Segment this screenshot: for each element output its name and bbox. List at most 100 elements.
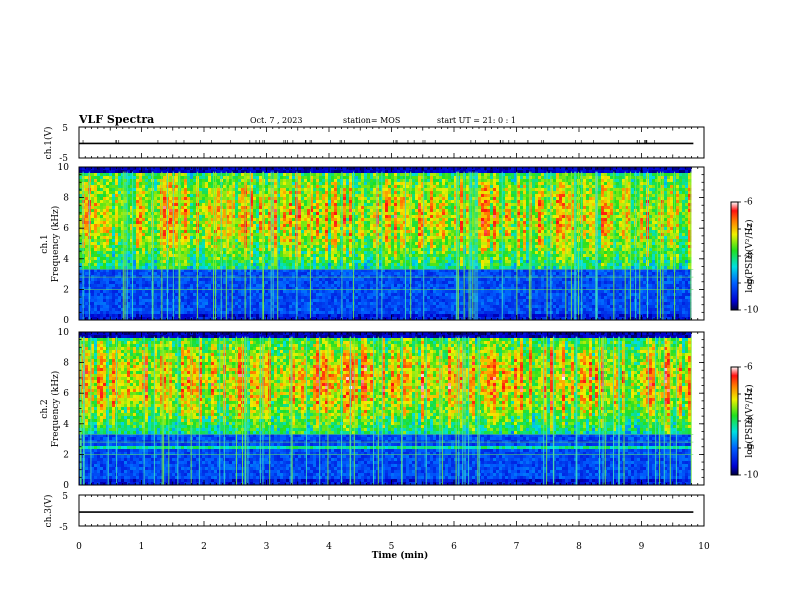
spectrogram-cell	[322, 251, 326, 255]
spectrogram-cell	[322, 206, 326, 210]
spectrogram-cell	[118, 209, 122, 213]
spectrogram-cell	[235, 176, 239, 180]
spectrogram-cell	[235, 245, 239, 249]
spectrogram-cell	[121, 278, 125, 282]
spectrogram-cell	[181, 263, 185, 267]
spectrogram-cell	[157, 296, 161, 300]
spectrogram-cell	[310, 170, 314, 174]
spectrogram-cell	[238, 278, 242, 282]
spectrogram-cell	[319, 275, 323, 279]
spectrogram-cell	[118, 245, 122, 249]
spectrogram-cell	[232, 296, 236, 300]
spectrogram-cell	[253, 197, 257, 201]
spectrogram-cell	[349, 266, 353, 270]
spectrogram-cell	[124, 218, 128, 222]
spectrogram-cell	[103, 296, 107, 300]
spectrogram-cell	[127, 284, 131, 288]
spectrogram-cell	[205, 248, 209, 252]
spectrogram-cell	[145, 245, 149, 249]
spectrogram-cell	[115, 302, 119, 306]
spectrogram-cell	[223, 197, 227, 201]
spectrogram-cell	[190, 215, 194, 219]
spectrogram-cell	[256, 281, 260, 285]
spectrogram-cell	[112, 182, 116, 186]
spectrogram-cell	[301, 197, 305, 201]
spectrogram-cell	[169, 203, 173, 207]
spectrogram-cell	[100, 284, 104, 288]
spectrogram-cell	[247, 275, 251, 279]
spectrogram-cell	[124, 263, 128, 267]
spectrogram-cell	[280, 233, 284, 237]
spectrogram-cell	[250, 170, 254, 174]
spectrogram-cell	[349, 263, 353, 267]
spectrogram-cell	[130, 317, 134, 321]
spectrogram-cell	[289, 251, 293, 255]
spectrogram-cell	[316, 224, 320, 228]
spectrogram-cell	[184, 188, 188, 192]
spectrogram-cell	[106, 299, 110, 303]
spectrogram-cell	[97, 182, 101, 186]
spectrogram-cell	[265, 308, 269, 312]
spectrogram-cell	[85, 221, 89, 225]
spectrogram-cell	[313, 191, 317, 195]
spectrogram-cell	[238, 287, 242, 291]
spectrogram-cell	[136, 230, 140, 234]
spectrogram-cell	[328, 182, 332, 186]
spectrogram-cell	[175, 212, 179, 216]
spectrogram-cell	[235, 215, 239, 219]
spectrogram-cell	[355, 239, 359, 243]
spectrogram-cell	[142, 200, 146, 204]
spectrogram-cell	[223, 203, 227, 207]
spectrogram-cell	[199, 311, 203, 315]
spectrogram-cell	[199, 221, 203, 225]
spectrogram-cell	[280, 293, 284, 297]
spectrogram-cell	[265, 197, 269, 201]
spectrogram-cell	[97, 260, 101, 264]
spectrogram-cell	[310, 194, 314, 198]
spectrogram-cell	[202, 266, 206, 270]
spectrogram-cell	[91, 305, 95, 309]
spectrogram-cell	[310, 236, 314, 240]
spectrogram-cell	[226, 191, 230, 195]
spectrogram-cell	[355, 233, 359, 237]
spectrogram-cell	[355, 221, 359, 225]
spectrogram-cell	[328, 278, 332, 282]
spectrogram-cell	[319, 314, 323, 318]
spectrogram-cell	[283, 182, 287, 186]
spectrogram-cell	[235, 296, 239, 300]
spectrogram-cell	[247, 230, 251, 234]
spectrogram-cell	[298, 245, 302, 249]
spectrogram-cell	[265, 257, 269, 261]
spectrogram-cell	[79, 194, 83, 198]
spectrogram-cell	[316, 245, 320, 249]
spectrogram-cell	[289, 209, 293, 213]
spectrogram-cell	[163, 245, 167, 249]
spectrogram-cell	[259, 299, 263, 303]
spectrogram-cell	[115, 197, 119, 201]
spectrogram-cell	[109, 239, 113, 243]
spectrogram-cell	[199, 266, 203, 270]
spectrogram-cell	[226, 257, 230, 261]
spectrogram-cell	[259, 185, 263, 189]
spectrogram-cell	[244, 314, 248, 318]
spectrogram-cell	[205, 191, 209, 195]
spectrogram-cell	[298, 266, 302, 270]
spectrogram-cell	[163, 284, 167, 288]
spectrogram-cell	[307, 176, 311, 180]
spectrogram-cell	[250, 257, 254, 261]
spectrogram-cell	[145, 227, 149, 231]
spectrogram-cell	[346, 194, 350, 198]
spectrogram-cell	[103, 233, 107, 237]
spectrogram-cell	[253, 221, 257, 225]
spectrogram-cell	[226, 284, 230, 288]
spectrogram-cell	[133, 188, 137, 192]
spectrogram-cell	[211, 293, 215, 297]
spectrogram-cell	[289, 317, 293, 321]
spectrogram-cell	[208, 293, 212, 297]
spectrogram-cell	[286, 257, 290, 261]
spectrogram-cell	[199, 230, 203, 234]
spectrogram-cell	[163, 191, 167, 195]
spectrogram-cell	[139, 296, 143, 300]
spectrogram-cell	[163, 269, 167, 273]
spectrogram-cell	[322, 224, 326, 228]
